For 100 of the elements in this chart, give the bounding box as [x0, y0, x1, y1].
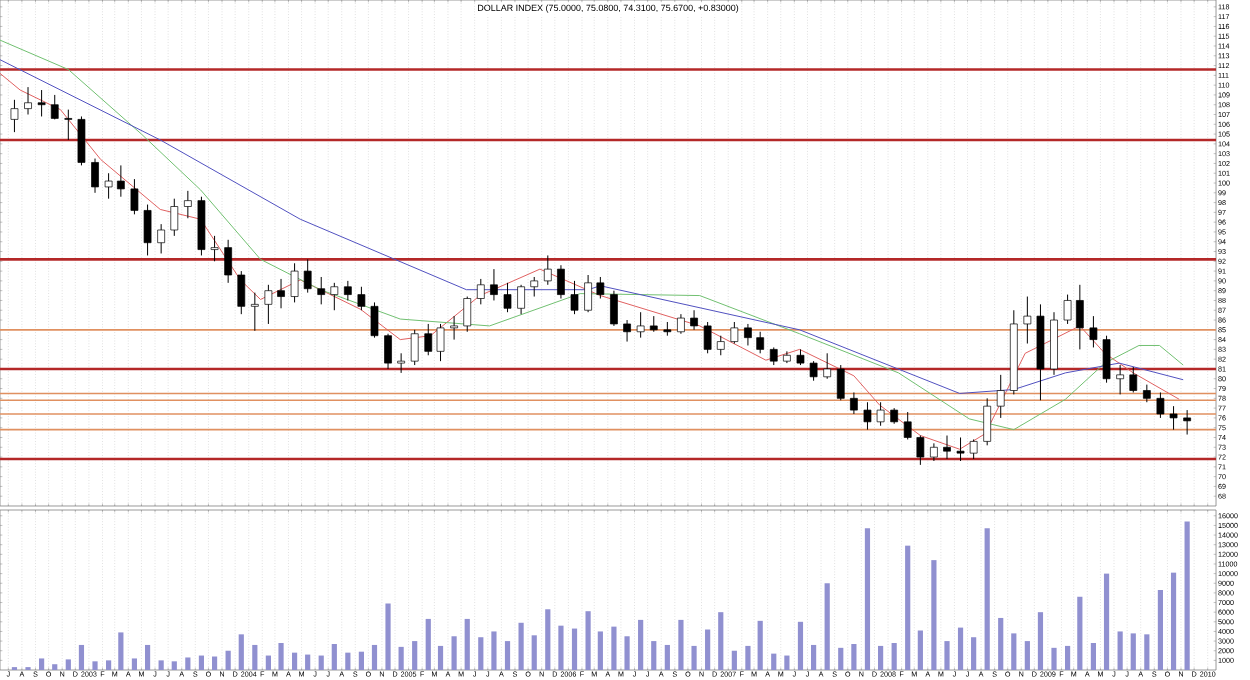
candlestick: [436, 323, 445, 362]
candlestick: [570, 280, 579, 315]
candlestick: [517, 284, 525, 315]
bar: [198, 655, 205, 670]
candlestick: [264, 284, 273, 325]
bar: [571, 628, 578, 670]
candlestick: [916, 435, 925, 466]
bar: [1024, 641, 1030, 670]
candlestick: [10, 99, 19, 133]
candlestick: [24, 86, 32, 116]
bar: [412, 641, 418, 670]
bar: [398, 646, 404, 670]
candlestick: [730, 321, 739, 345]
bar: [278, 643, 284, 670]
bar: [437, 645, 444, 670]
candlestick: [330, 282, 339, 311]
bar: [838, 647, 844, 670]
candlestick: [450, 315, 458, 341]
bar: [944, 641, 950, 670]
bar: [211, 656, 218, 670]
bar: [597, 631, 603, 670]
candlestick: [636, 311, 645, 339]
candlestick: [410, 329, 419, 366]
candlestick: [744, 323, 752, 346]
candlestick: [370, 301, 379, 339]
bar: [504, 641, 511, 670]
bar: [757, 620, 763, 670]
candlestick: [943, 435, 951, 460]
candlestick: [116, 164, 125, 198]
bar: [998, 617, 1004, 670]
bar: [718, 612, 724, 670]
candlestick: [37, 89, 46, 117]
bar: [158, 660, 164, 670]
bar: [1064, 645, 1071, 670]
bar: [106, 660, 112, 670]
bar: [291, 652, 298, 670]
bar: [651, 641, 657, 670]
candlestick: [91, 158, 99, 194]
bar: [185, 657, 191, 670]
candlestick: [397, 352, 405, 374]
bar: [345, 652, 351, 670]
candlestick: [463, 296, 472, 333]
candlestick: [1129, 366, 1138, 393]
bar: [745, 645, 751, 670]
bar: [585, 611, 591, 670]
bar: [65, 659, 71, 670]
bar: [1103, 573, 1110, 670]
bar: [957, 627, 964, 670]
bar: [984, 528, 990, 670]
bar: [691, 645, 697, 670]
candlestick: [50, 94, 59, 120]
bar: [385, 603, 391, 670]
bar: [1117, 631, 1123, 670]
bar: [305, 654, 311, 670]
candlestick: [836, 364, 845, 401]
bar: [678, 619, 684, 670]
bar: [1037, 612, 1044, 670]
bar: [624, 636, 630, 670]
candlestick: [1116, 364, 1124, 395]
bar: [265, 655, 271, 670]
bar: [1130, 633, 1136, 670]
bar: [851, 643, 857, 670]
bar: [531, 635, 537, 670]
candlestick: [104, 172, 113, 200]
candlestick: [237, 270, 246, 315]
bar: [252, 644, 258, 670]
candlestick: [1089, 315, 1098, 348]
bar: [917, 630, 923, 670]
candlestick: [530, 276, 539, 298]
candlestick: [290, 262, 299, 303]
bar: [638, 619, 644, 670]
bar: [1077, 596, 1083, 670]
bar: [971, 637, 977, 670]
candlestick: [77, 115, 86, 166]
bar: [92, 661, 98, 670]
bar: [225, 650, 231, 670]
candlestick: [303, 258, 312, 294]
bar: [931, 560, 937, 670]
bar: [52, 664, 58, 670]
candlestick: [1183, 409, 1191, 436]
candlestick: [596, 276, 605, 300]
candlestick: [1169, 405, 1178, 431]
candlestick: [969, 438, 978, 460]
bar: [1011, 633, 1017, 670]
candlestick: [384, 333, 392, 370]
bar: [1144, 634, 1150, 670]
candlestick: [1063, 294, 1072, 325]
candlestick: [1023, 296, 1032, 345]
bar: [1090, 643, 1097, 670]
candlestick: [64, 109, 73, 141]
candlestick: [956, 436, 965, 462]
candlestick: [983, 397, 992, 446]
bar: [131, 658, 138, 670]
bar: [664, 644, 670, 670]
candlestick: [809, 360, 818, 382]
candlestick: [224, 239, 233, 284]
candlestick: [157, 223, 166, 254]
bar: [891, 643, 897, 670]
candlestick: [996, 374, 1005, 419]
bar: [518, 622, 524, 670]
